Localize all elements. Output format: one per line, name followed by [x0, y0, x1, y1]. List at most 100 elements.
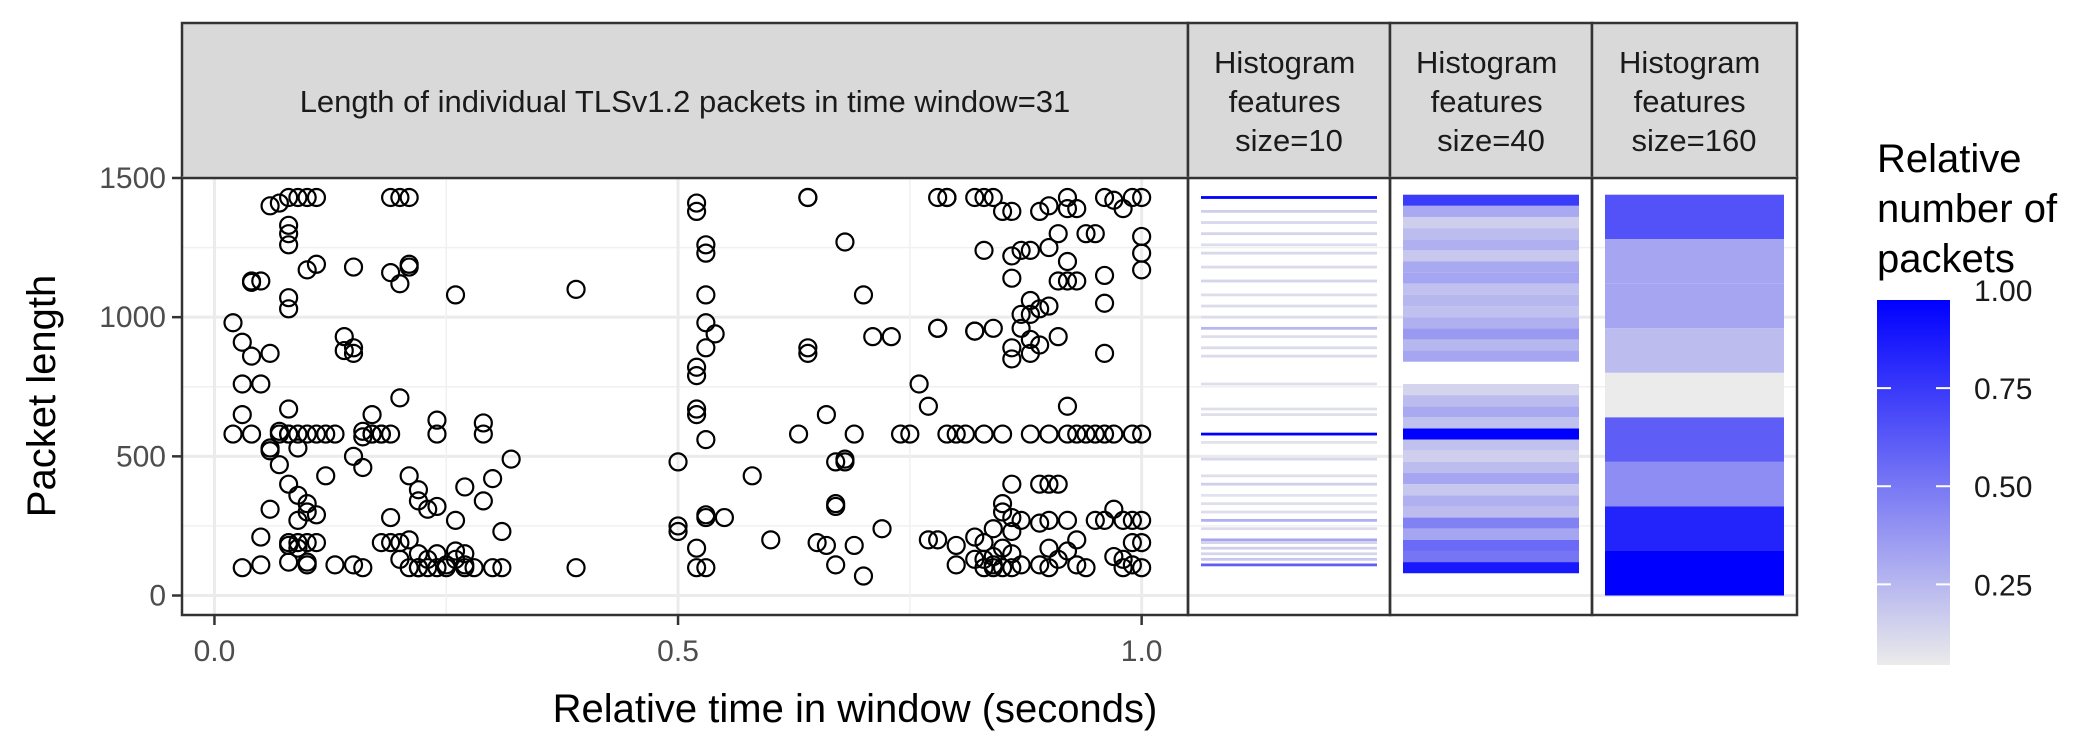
data-point — [1057, 199, 1078, 219]
data-point — [343, 338, 364, 358]
hist40-bar — [1403, 406, 1579, 418]
x-tick-label: 1.0 — [1121, 635, 1163, 668]
data-point — [436, 555, 456, 575]
y-tick-label: 0 — [149, 580, 166, 613]
hist10-bar — [1201, 563, 1377, 567]
data-point — [1067, 271, 1087, 291]
data-point — [955, 424, 976, 444]
data-point — [696, 338, 716, 358]
data-point — [992, 538, 1013, 558]
hist40-bar — [1403, 528, 1579, 540]
data-point — [1122, 424, 1142, 444]
data-point — [371, 424, 391, 444]
data-point — [1067, 555, 1087, 575]
hist10-bar — [1201, 243, 1377, 247]
hist40-bar — [1403, 562, 1579, 574]
data-point — [1085, 510, 1105, 530]
data-point — [1122, 555, 1142, 575]
data-point — [1076, 224, 1096, 244]
data-point — [1002, 268, 1022, 288]
data-point — [1030, 474, 1050, 494]
y-axis-title: Packet length — [20, 275, 64, 517]
data-point — [1057, 424, 1078, 444]
data-point — [418, 499, 438, 519]
data-point — [686, 193, 707, 213]
data-point — [1085, 224, 1105, 244]
data-point — [566, 279, 586, 299]
data-point — [696, 313, 716, 333]
hist160-bar — [1605, 372, 1784, 418]
hist10-bar — [1201, 210, 1377, 213]
data-point — [974, 424, 994, 444]
data-point — [455, 558, 475, 578]
data-point — [974, 187, 994, 208]
data-point — [1039, 474, 1059, 494]
hist40-bar — [1403, 261, 1579, 273]
data-point — [826, 496, 846, 517]
data-point — [1076, 558, 1096, 578]
data-point — [353, 457, 373, 478]
data-point — [427, 558, 447, 578]
data-point — [1067, 530, 1087, 550]
data-point — [1002, 558, 1022, 578]
hist40-bar — [1403, 439, 1579, 451]
data-point — [686, 558, 707, 578]
data-point — [1030, 299, 1050, 319]
panel-borders — [180, 176, 1799, 617]
hist10-bar — [1201, 541, 1377, 545]
data-point — [279, 399, 299, 419]
data-point — [1030, 335, 1050, 355]
data-point — [668, 452, 688, 472]
data-point — [992, 494, 1013, 514]
hist10-bar — [1201, 482, 1377, 486]
data-point — [464, 558, 484, 578]
data-point — [343, 257, 364, 277]
data-point — [371, 533, 391, 553]
data-point — [946, 555, 966, 575]
data-point — [399, 257, 419, 277]
data-point — [946, 535, 966, 556]
data-point — [241, 424, 262, 444]
hist10-bar — [1201, 493, 1377, 497]
hist40-bar — [1403, 350, 1579, 362]
hist40-bar — [1403, 550, 1579, 563]
panel-title-hist40-line3: size=40 — [1437, 123, 1545, 158]
data-point — [872, 519, 892, 539]
data-point — [1057, 510, 1078, 530]
data-point — [232, 332, 252, 352]
data-point — [306, 505, 327, 525]
data-point — [1122, 187, 1142, 208]
data-point — [1067, 424, 1087, 444]
data-point — [696, 558, 716, 578]
data-point — [928, 187, 948, 208]
data-point — [974, 240, 994, 260]
data-point — [816, 535, 836, 556]
hist40-bar — [1403, 484, 1579, 496]
data-point — [696, 235, 716, 255]
data-point — [381, 507, 401, 528]
data-point — [1011, 304, 1031, 324]
hist10-bar — [1201, 413, 1377, 416]
data-point — [316, 466, 336, 486]
data-point — [890, 424, 911, 444]
hist160-bar — [1605, 194, 1784, 240]
hist10-bar — [1201, 502, 1377, 506]
hist10-bar — [1201, 279, 1377, 283]
y-tick-label: 500 — [116, 440, 166, 473]
data-point — [260, 196, 280, 216]
data-point — [714, 507, 735, 528]
data-point — [1132, 260, 1152, 280]
panel-title-hist40: Histogram features size=40 — [1416, 45, 1566, 158]
hist10-bar — [1201, 527, 1377, 531]
data-point — [1057, 187, 1078, 208]
axes: 0 500 1000 1500 0.0 0.5 1.0 — [99, 162, 1162, 668]
hist160-bar — [1605, 461, 1784, 507]
legend-tick-label: 0.75 — [1974, 373, 2032, 406]
data-point — [1020, 424, 1040, 444]
data-point — [1094, 265, 1115, 286]
panel-title-hist160-line1: Histogram — [1619, 45, 1760, 80]
scatter-points — [223, 187, 1152, 586]
data-point — [900, 424, 920, 444]
data-point — [816, 404, 836, 425]
hist40-bar — [1403, 417, 1579, 429]
